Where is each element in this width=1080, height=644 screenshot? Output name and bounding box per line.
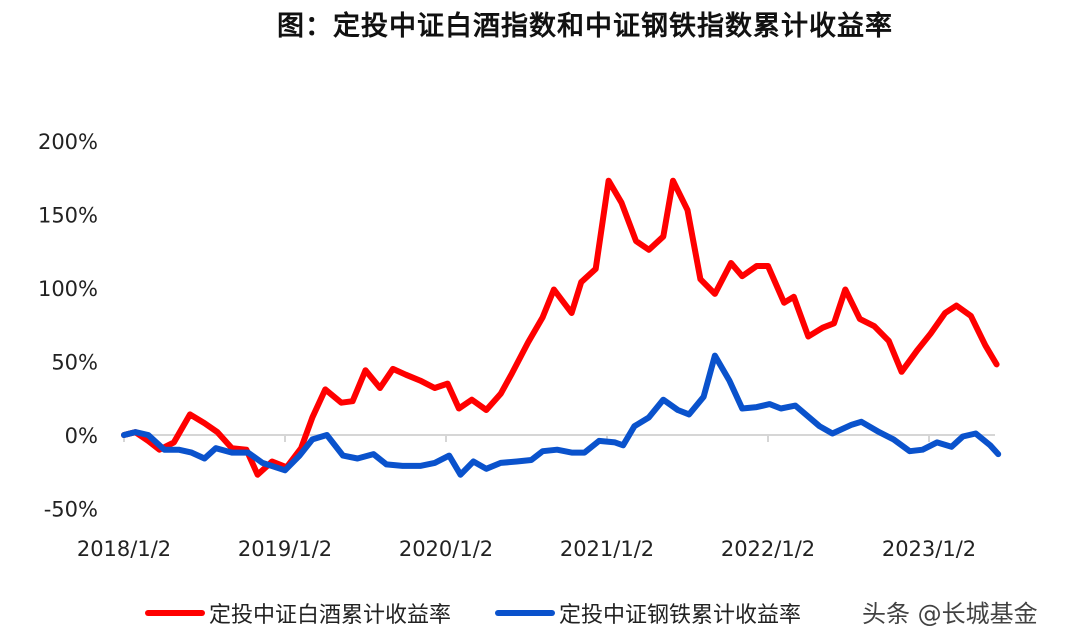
watermark: 头条 @长城基金 bbox=[862, 600, 1038, 628]
chart-title-text: 图：定投中证白酒指数和中证钢铁指数累计收益率 bbox=[277, 11, 893, 42]
x-axis: 2018/1/2 2019/1/2 2020/1/2 2021/1/2 2022/1/2… bbox=[77, 435, 976, 561]
y-tick-label: 200% bbox=[38, 130, 98, 154]
legend-item-steel: 定投中证钢铁累计收益率 bbox=[495, 597, 801, 629]
x-tick-label: 2020/1/2 bbox=[399, 537, 493, 561]
x-tick-label: 2019/1/2 bbox=[238, 537, 332, 561]
legend: 定投中证白酒累计收益率 定投中证钢铁累计收益率 bbox=[145, 596, 845, 630]
x-tick-label: 2022/1/2 bbox=[721, 537, 815, 561]
series-group bbox=[121, 177, 1002, 478]
y-tick-label: 150% bbox=[38, 204, 98, 228]
legend-label-steel: 定投中证钢铁累计收益率 bbox=[559, 603, 802, 628]
y-tick-label: 0% bbox=[65, 424, 98, 448]
legend-label-baijiu: 定投中证白酒累计收益率 bbox=[209, 603, 452, 628]
y-axis: 200% 150% 100% 50% 0% -50% bbox=[38, 130, 98, 522]
y-tick-label: 50% bbox=[51, 351, 98, 375]
x-tick-label: 2021/1/2 bbox=[560, 537, 654, 561]
legend-item-baijiu: 定投中证白酒累计收益率 bbox=[145, 597, 451, 629]
chart-title: 图：定投中证白酒指数和中证钢铁指数累计收益率 bbox=[0, 4, 1080, 43]
x-tick-label: 2023/1/2 bbox=[882, 537, 976, 561]
legend-swatch-red bbox=[145, 610, 205, 616]
legend-swatch-blue bbox=[495, 610, 556, 616]
series-line-baijiu bbox=[121, 177, 1000, 478]
y-tick-label: -50% bbox=[44, 498, 98, 522]
x-tick-label: 2018/1/2 bbox=[77, 537, 171, 561]
y-tick-label: 100% bbox=[38, 277, 98, 301]
series-line-steel bbox=[121, 352, 1002, 478]
